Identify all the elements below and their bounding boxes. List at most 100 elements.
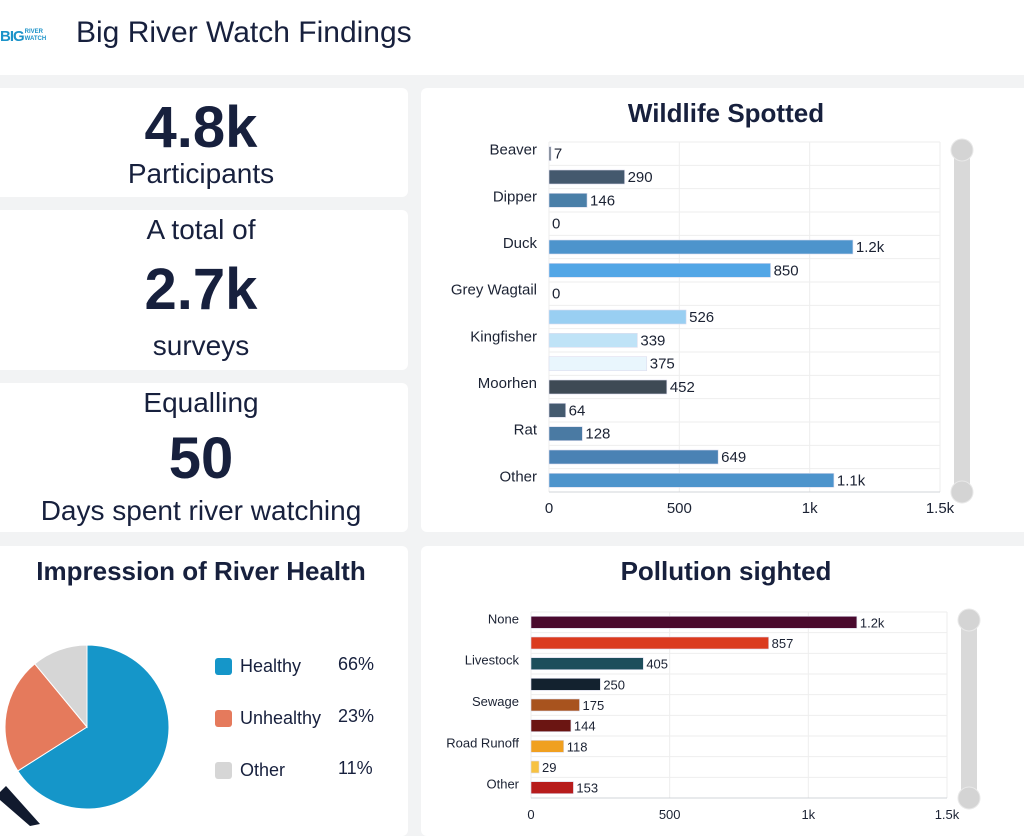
- bar-value-label: 64: [569, 402, 586, 419]
- pollution-card: Pollution sighted 0 500 1k 1.5k 1.2k None 857 4…: [421, 546, 1024, 836]
- logo-watch: WATCH: [24, 36, 47, 42]
- bar-value-label: 7: [554, 146, 562, 163]
- y-category-label: Moorhen: [478, 375, 537, 392]
- page-title: Big River Watch Findings: [76, 16, 412, 49]
- legend-label: Other: [240, 760, 286, 780]
- bar[interactable]: [548, 426, 583, 441]
- wildlife-chart: 0 500 1k 1.5k 7 Beaver 290 146 Dipper 0 1.2k Duck 85…: [451, 138, 974, 517]
- logo-river: RIVER: [24, 29, 44, 35]
- bar[interactable]: [530, 760, 540, 774]
- river-health-title: Impression of River Health: [36, 556, 366, 586]
- legend-label: Healthy: [240, 656, 302, 676]
- scrollbar-track[interactable]: [961, 620, 977, 798]
- y-category-label: Dipper: [493, 188, 537, 205]
- legend-swatch: [215, 710, 232, 727]
- y-category-label: Other: [499, 468, 537, 485]
- bar[interactable]: [548, 356, 648, 371]
- x-tick-label: 1.5k: [926, 500, 955, 517]
- bar[interactable]: [530, 698, 580, 712]
- scrollbar-track[interactable]: [954, 150, 970, 492]
- bar-value-label: 452: [670, 379, 695, 396]
- bar[interactable]: [548, 403, 566, 418]
- bar-value-label: 857: [772, 636, 794, 651]
- surveys-card: A total of 2.7k surveys: [0, 210, 408, 370]
- legend-unhealthy[interactable]: Unhealthy: [215, 708, 321, 729]
- bar-value-label: 290: [628, 169, 653, 186]
- x-tick-label: 500: [659, 807, 681, 822]
- bar-value-label: 118: [567, 739, 588, 754]
- bar[interactable]: [548, 309, 687, 325]
- scrollbar-handle[interactable]: [957, 608, 981, 632]
- scrollbar-handle[interactable]: [950, 138, 974, 162]
- logo-big: BIG: [0, 27, 25, 45]
- bar[interactable]: [548, 449, 719, 465]
- days-card: Equalling 50 Days spent river watching: [0, 383, 408, 532]
- bar[interactable]: [530, 781, 574, 794]
- x-tick-label: 0: [545, 500, 553, 517]
- pie-slice-healthy[interactable]: [17, 644, 170, 810]
- river-health-pie: [4, 644, 170, 810]
- corner-decoration: [0, 786, 40, 826]
- bar-value-label: 1.2k: [856, 239, 885, 256]
- days-value: 50: [168, 426, 234, 491]
- bar-value-label: 0: [552, 286, 560, 303]
- bar[interactable]: [548, 263, 771, 278]
- bar[interactable]: [548, 473, 835, 488]
- bar[interactable]: [548, 193, 588, 208]
- legend-pct-healthy: 66%: [338, 654, 375, 674]
- participants-card: 4.8k Participants: [0, 88, 408, 197]
- bar[interactable]: [530, 678, 601, 691]
- y-category-label: Kingfisher: [470, 328, 537, 345]
- y-category-label: None: [488, 611, 519, 626]
- header: BIG RIVER WATCH Big River Watch Findings: [0, 0, 1024, 75]
- y-category-label: Road Runoff: [446, 735, 519, 750]
- bar-value-label: 144: [574, 719, 596, 734]
- y-category-label: Beaver: [489, 142, 537, 159]
- wildlife-title: Wildlife Spotted: [627, 98, 825, 128]
- big-river-watch-logo: BIG RIVER WATCH: [0, 24, 56, 48]
- bar-value-label: 0: [552, 216, 560, 233]
- wildlife-card: Wildlife Spotted 0 500 1k 1.5k 7 Beaver 290 146…: [421, 88, 1024, 532]
- surveys-value: 2.7k: [144, 257, 258, 322]
- bar-value-label: 850: [774, 262, 799, 279]
- bar-value-label: 128: [585, 426, 610, 443]
- surveys-label: surveys: [152, 330, 250, 361]
- pie-slice-other[interactable]: [34, 644, 88, 729]
- bar[interactable]: [530, 740, 565, 753]
- bar-value-label: 1.2k: [860, 615, 885, 630]
- bar-value-label: 250: [603, 677, 625, 692]
- pie-slice-unhealthy[interactable]: [4, 663, 88, 772]
- bar[interactable]: [530, 636, 769, 650]
- y-category-label: Duck: [503, 235, 538, 252]
- scrollbar-handle[interactable]: [950, 480, 974, 504]
- bar[interactable]: [530, 657, 644, 670]
- x-tick-label: 1k: [801, 807, 815, 822]
- participants-label: Participants: [127, 158, 275, 189]
- legend-other[interactable]: Other: [215, 760, 285, 781]
- participants-value: 4.8k: [144, 95, 258, 160]
- legend-pct-other: 11%: [338, 758, 373, 778]
- bar[interactable]: [548, 169, 625, 185]
- days-label: Days spent river watching: [40, 495, 362, 526]
- bar-value-label: 339: [640, 332, 665, 349]
- legend-healthy[interactable]: Healthy: [215, 656, 301, 677]
- bar[interactable]: [548, 333, 638, 348]
- legend-swatch: [215, 762, 232, 779]
- legend-swatch: [215, 658, 232, 675]
- pollution-chart: 0 500 1k 1.5k 1.2k None 857 405 Livestock 250 175 S…: [446, 608, 981, 822]
- surveys-prefix: A total of: [146, 214, 256, 245]
- bar-value-label: 1.1k: [837, 472, 866, 489]
- bar-value-label: 526: [689, 309, 714, 326]
- bar-value-label: 153: [576, 781, 598, 796]
- bar[interactable]: [548, 379, 668, 395]
- y-category-label: Sewage: [472, 694, 519, 709]
- bar[interactable]: [548, 239, 854, 255]
- x-tick-label: 500: [667, 500, 692, 517]
- river-health-card: Impression of River Health Healthy 66% U…: [0, 546, 408, 836]
- bar[interactable]: [530, 719, 572, 732]
- bar[interactable]: [548, 146, 552, 161]
- legend-pct-unhealthy: 23%: [338, 706, 375, 726]
- scrollbar-handle[interactable]: [957, 786, 981, 810]
- bar-value-label: 175: [583, 698, 605, 713]
- bar[interactable]: [530, 616, 858, 629]
